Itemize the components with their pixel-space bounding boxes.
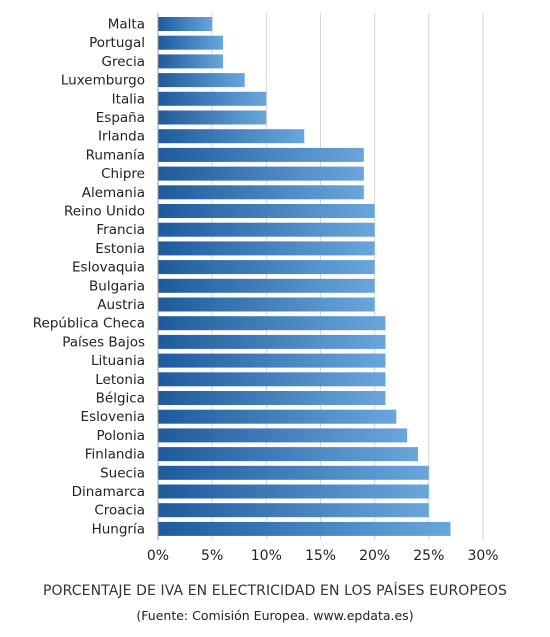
bar [158, 73, 245, 88]
category-label: Eslovenia [81, 409, 145, 425]
bar [158, 316, 386, 331]
x-tick-label: 15% [305, 548, 336, 560]
category-label: Irlanda [98, 129, 145, 145]
category-label: Países Bajos [62, 334, 145, 350]
bar [158, 409, 397, 424]
bar [158, 353, 386, 368]
category-label: España [96, 110, 145, 126]
category-label: Francia [96, 222, 145, 238]
x-tick-label: 5% [201, 548, 223, 560]
category-label: República Checa [33, 316, 145, 332]
bar [158, 91, 267, 106]
category-label: Luxemburgo [61, 73, 145, 89]
x-tick-label: 0% [147, 548, 169, 560]
category-label: Rumanía [86, 147, 145, 163]
category-label: Lituania [91, 353, 145, 369]
bar [158, 260, 375, 275]
bar [158, 465, 429, 480]
vat-bar-chart: Malta Portugal Grecia Luxemburgo Italia Españ… [33, 13, 499, 560]
category-label: Bulgaria [89, 278, 145, 294]
category-label: Dinamarca [72, 484, 145, 500]
category-label: Austria [97, 297, 145, 313]
bar [158, 129, 305, 144]
bar [158, 372, 386, 387]
category-label: Bélgica [96, 391, 145, 407]
chart-title: PORCENTAJE DE IVA EN ELECTRICIDAD EN LOS… [42, 583, 508, 599]
category-label: Portugal [89, 35, 145, 51]
bar [158, 166, 364, 181]
bar [158, 17, 213, 31]
category-label: Malta [108, 17, 145, 33]
bar [158, 241, 375, 256]
category-label: Suecia [100, 465, 145, 481]
bar [158, 222, 375, 237]
bar [158, 428, 408, 443]
bars [158, 17, 451, 536]
chart-source: (Fuente: Comisión Europea. www.epdata.es… [136, 608, 414, 623]
category-label: Croacia [94, 503, 145, 519]
category-label: Estonia [95, 241, 145, 257]
bar [158, 521, 451, 536]
category-label: Alemania [82, 185, 145, 201]
category-label: Grecia [102, 54, 145, 70]
bar [158, 147, 364, 162]
bar [158, 484, 429, 499]
bar [158, 278, 375, 293]
category-label: Reino Unido [64, 204, 145, 220]
x-tick-labels: 0% 5% 10% 15% 20% 25% 30% [147, 548, 499, 560]
bar [158, 54, 223, 69]
category-label: Chipre [101, 166, 145, 182]
x-tick-label: 20% [359, 548, 390, 560]
x-tick-label: 25% [413, 548, 444, 560]
category-label: Polonia [96, 428, 145, 444]
category-label: Eslovaquia [72, 260, 145, 276]
category-label: Letonia [95, 372, 145, 388]
bar [158, 391, 386, 405]
category-label: Italia [112, 91, 145, 107]
bar [158, 503, 429, 518]
bar [158, 110, 267, 125]
category-label: Finlandia [85, 447, 145, 463]
x-tick-label: 10% [251, 548, 282, 560]
bar [158, 447, 418, 462]
x-tick-label: 30% [467, 548, 498, 560]
category-label: Hungría [92, 521, 145, 537]
bar [158, 297, 375, 312]
bar [158, 204, 375, 218]
category-labels: Malta Portugal Grecia Luxemburgo Italia Españ… [33, 17, 145, 538]
bar [158, 334, 386, 349]
bar [158, 185, 364, 200]
bar [158, 35, 223, 50]
